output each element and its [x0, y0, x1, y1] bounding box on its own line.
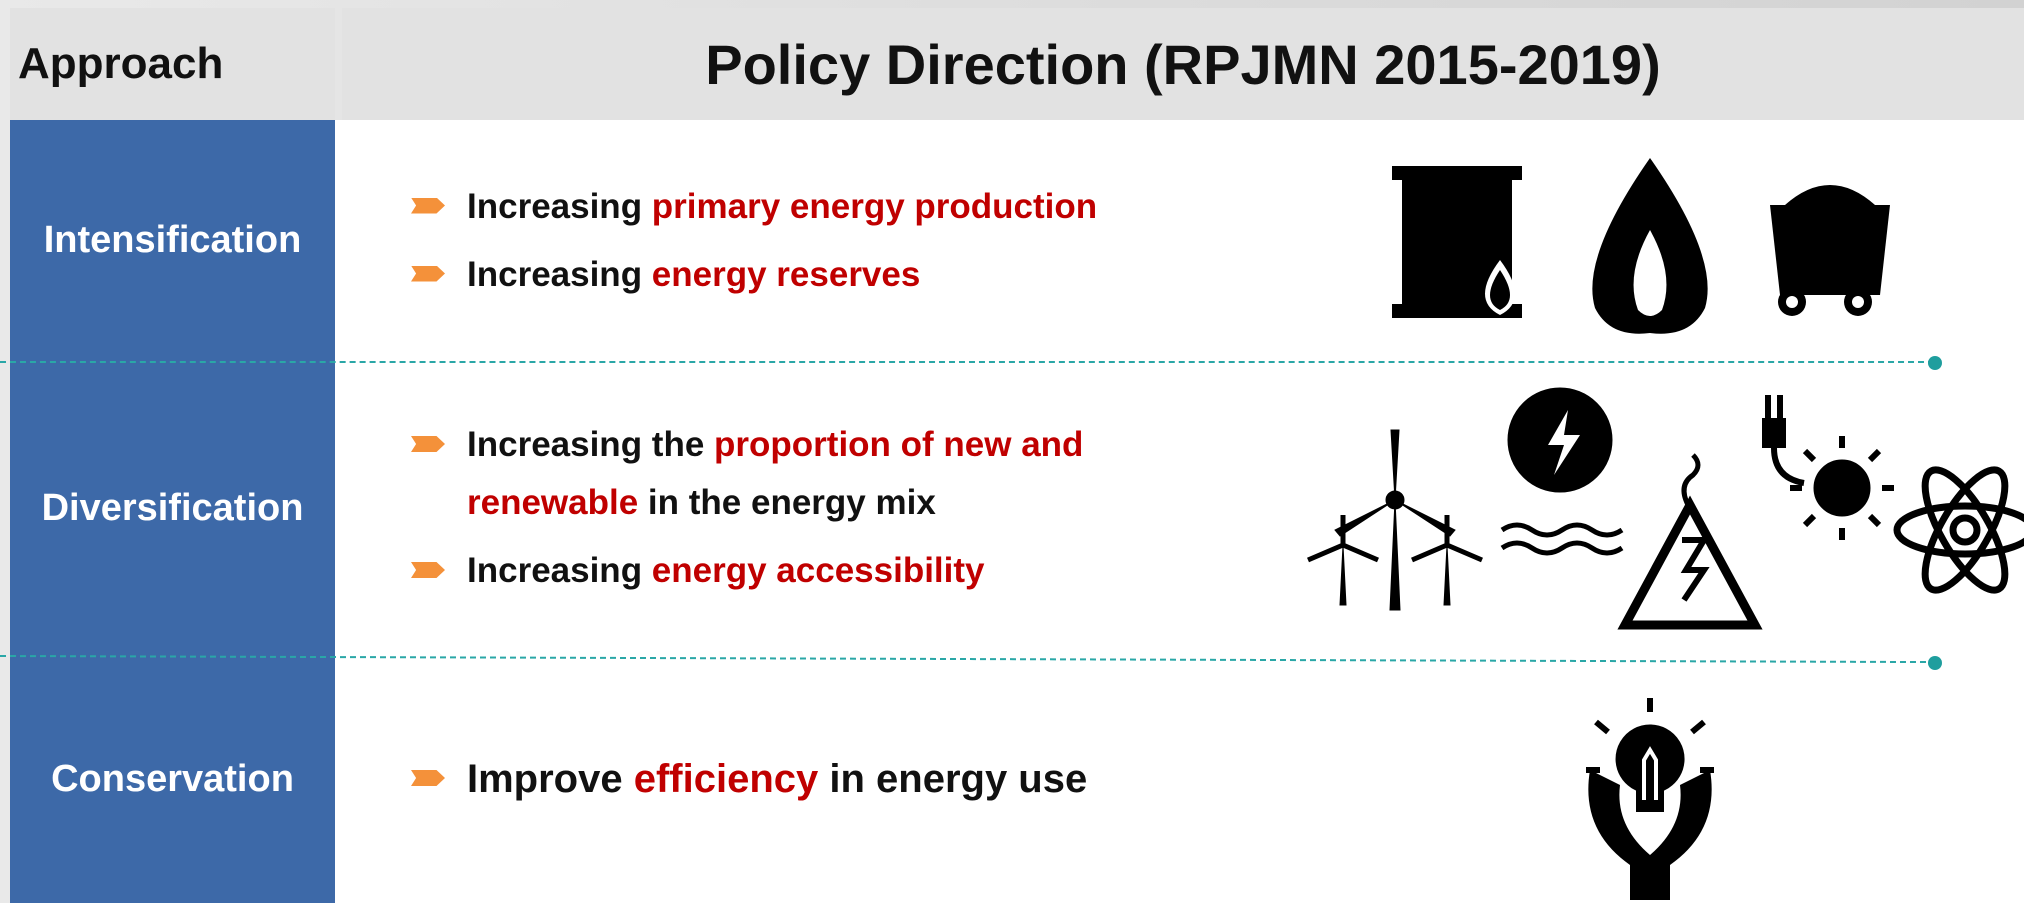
divider [0, 361, 1934, 363]
bullet-text: Increasing [467, 551, 652, 590]
renewable-icons [1307, 387, 2024, 630]
row: Conservation Improve efficiency in energy… [0, 655, 2024, 903]
bullet-list: Improve efficiency in energy use [405, 655, 1207, 903]
bullet-list: Increasing the proportion of new and ren… [405, 361, 1207, 655]
bullet-text: Improve [467, 757, 634, 801]
approach-label: Intensification [43, 219, 302, 261]
approach-column [10, 120, 335, 903]
bullet-text: energy reserves [651, 254, 921, 294]
bullet-arrow [411, 197, 445, 214]
bullet-arrow [411, 562, 445, 578]
approach-label: Diversification [41, 486, 304, 529]
bullet-text: Increasing [467, 254, 652, 294]
bullet-text: Increasing [467, 186, 652, 226]
fossil-icons [1392, 158, 1890, 334]
bullet-text: efficiency [633, 757, 819, 801]
efficiency-icon [1586, 698, 1714, 900]
bullet-text: Increasing the [467, 425, 715, 464]
bullet: Increasing energy accessibility [405, 542, 1207, 600]
bullet: Increasing energy reserves [405, 246, 1207, 304]
bullet-arrow [411, 770, 445, 786]
row: Diversification Increasing the proportion… [0, 361, 2024, 655]
header-policy: Policy Direction (RPJMN 2015-2019) [342, 8, 2024, 120]
divider-dot [1928, 656, 1942, 670]
bullet-text: primary energy production [651, 186, 1098, 226]
bullet-arrow [411, 436, 445, 452]
row: Intensification Increasing primary energy… [0, 120, 2024, 361]
header-approach: Approach [10, 8, 335, 120]
bullet-text: in energy use [818, 757, 1088, 801]
bullet: Improve efficiency in energy use [405, 750, 1207, 808]
bullet-list: Increasing primary energy production Incr… [405, 120, 1207, 361]
bullet: Increasing the proportion of new and ren… [405, 416, 1207, 532]
bullet: Increasing primary energy production [405, 178, 1207, 236]
bullet-arrow [411, 265, 445, 282]
divider-dot [1928, 356, 1942, 370]
approach-label: Conservation [51, 757, 294, 800]
bullet-text: in the energy mix [638, 483, 936, 522]
bullet-text: proportion of new and renewable [467, 425, 1094, 522]
bullet-text: energy accessibility [651, 551, 985, 590]
